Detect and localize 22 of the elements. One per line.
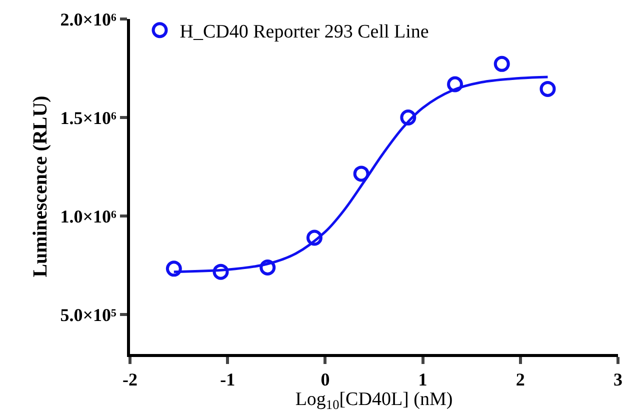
point [166, 260, 182, 277]
point [447, 76, 464, 92]
y-tick-label: 1.0×10⁶ [60, 206, 117, 226]
x-tick-label: -2 [122, 370, 138, 390]
point [494, 56, 510, 72]
point [540, 80, 556, 97]
point [400, 110, 416, 126]
x-tick-label: 0 [320, 370, 330, 390]
point [306, 230, 322, 246]
y-tick-label: 5.0×10⁵ [60, 304, 117, 325]
legend-label: H_CD40 Reporter 293 Cell Line [180, 22, 429, 43]
y-tick-label: 2.0×10⁶ [60, 9, 117, 30]
y-axis-title: Luminescence (RLU) [30, 96, 52, 278]
point [212, 264, 229, 280]
point [260, 259, 276, 276]
point [353, 166, 370, 182]
x-tick-label: 3 [614, 370, 622, 390]
x-tick-label: -1 [220, 370, 236, 390]
x-tick-label: 1 [418, 370, 428, 390]
x-axis-title: Log$_{10}$[CD40L] (nM) [295, 389, 453, 412]
y-tick-label: 1.5×10⁶ [60, 108, 117, 128]
x-tick-label: 2 [516, 370, 525, 390]
